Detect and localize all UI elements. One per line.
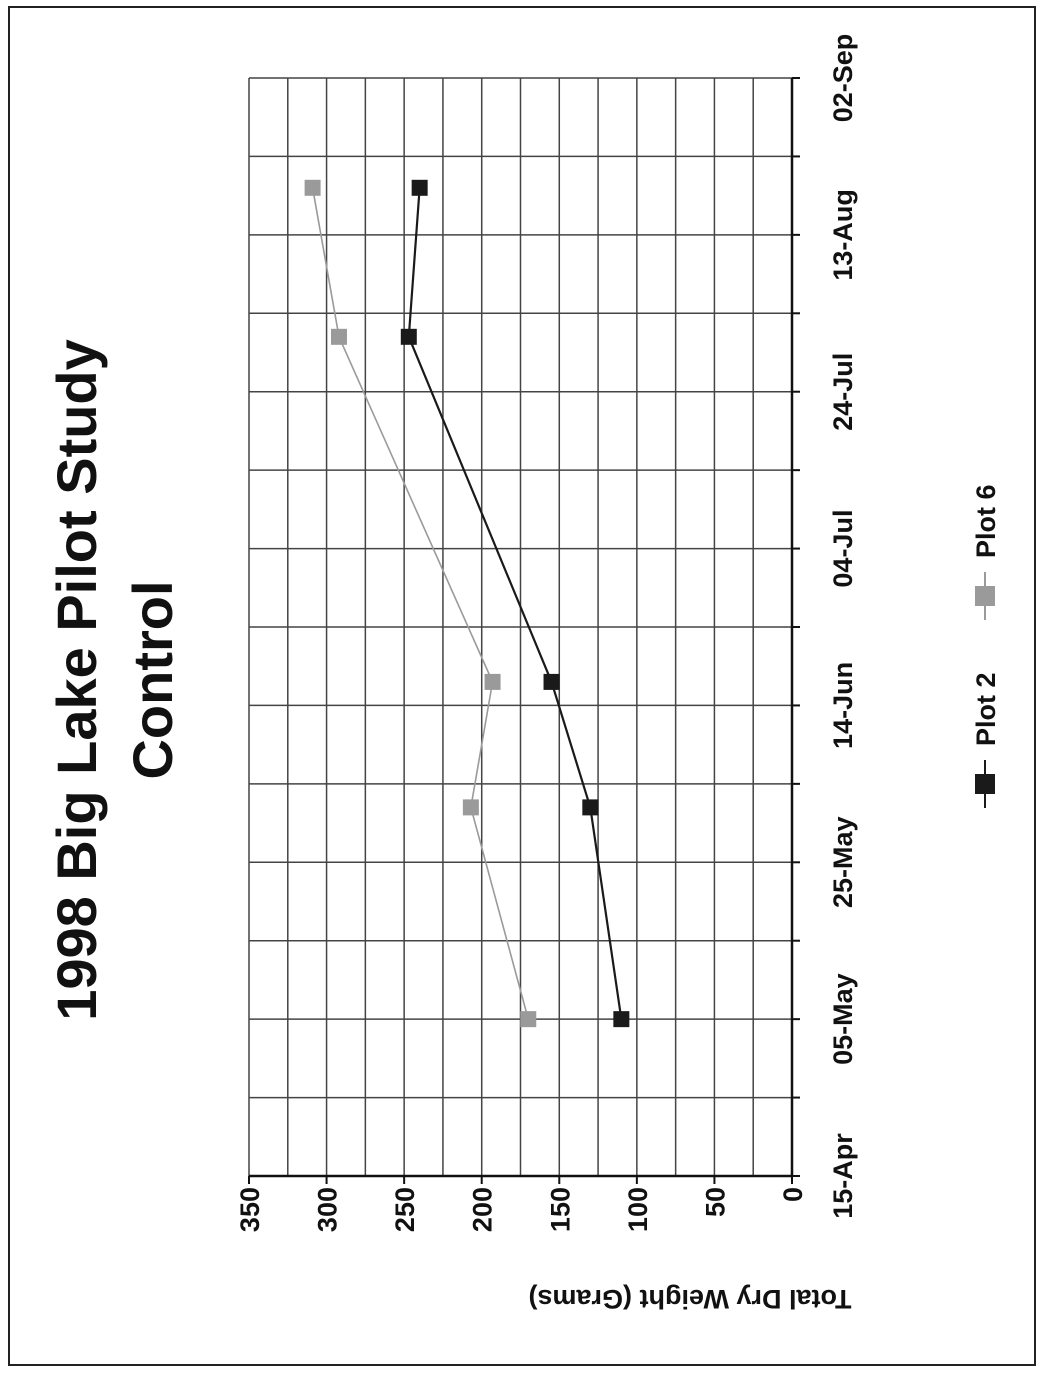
- legend-label: Plot 6: [971, 484, 1001, 558]
- x-tick-labels: 15-Apr 05-May 25-May 14-Jun 04-Jul 24-Jul 13-A…: [828, 34, 858, 1219]
- x-tick-label: 13-Aug: [828, 189, 858, 281]
- y-tick-label: 150: [545, 1187, 575, 1232]
- data-point-marker: [330, 328, 347, 345]
- x-tick-label: 24-Jul: [828, 353, 858, 431]
- data-point-marker: [484, 673, 501, 690]
- y-tick-label: 200: [468, 1187, 498, 1232]
- data-point-marker: [411, 179, 428, 196]
- y-tick-label: 0: [778, 1187, 808, 1202]
- legend-marker: [975, 586, 995, 606]
- chart-title: 1998 Big Lake Pilot Study: [45, 339, 108, 1021]
- chart-axes: [248, 77, 800, 1184]
- y-tick-label: 100: [623, 1187, 653, 1232]
- legend-label: Plot 2: [971, 672, 1001, 746]
- y-tick-label: 50: [700, 1187, 730, 1217]
- y-tick-label: 300: [313, 1187, 343, 1232]
- x-tick-label: 02-Sep: [828, 34, 858, 123]
- x-tick-label: 14-Jun: [828, 662, 858, 749]
- x-tick-label: 04-Jul: [828, 510, 858, 588]
- y-tick-label: 250: [390, 1187, 420, 1232]
- x-tick-label: 25-May: [828, 817, 858, 909]
- data-point-marker: [520, 1011, 537, 1028]
- x-tick-label: 15-Apr: [828, 1133, 858, 1219]
- x-tick-label: 05-May: [828, 973, 858, 1065]
- legend: Plot 2 Plot 6: [971, 484, 1001, 808]
- data-point-marker: [543, 673, 560, 690]
- series-lines: [311, 187, 623, 1020]
- y-tick-label: 350: [235, 1187, 265, 1232]
- series-markers: [304, 179, 630, 1028]
- y-tick-labels: 0 50 100 150 200 250 300 350: [235, 1187, 808, 1232]
- series-line: [407, 187, 623, 1020]
- page-frame: [8, 6, 1036, 1366]
- legend-marker: [975, 774, 995, 794]
- chart-subtitle: Control: [121, 580, 184, 779]
- data-point-marker: [304, 179, 321, 196]
- series-line: [311, 187, 530, 1020]
- y-axis-label: Total Dry Weight (Grams): [528, 1284, 851, 1314]
- data-point-marker: [462, 799, 479, 816]
- data-point-marker: [582, 799, 599, 816]
- data-point-marker: [613, 1011, 630, 1028]
- data-point-marker: [400, 328, 417, 345]
